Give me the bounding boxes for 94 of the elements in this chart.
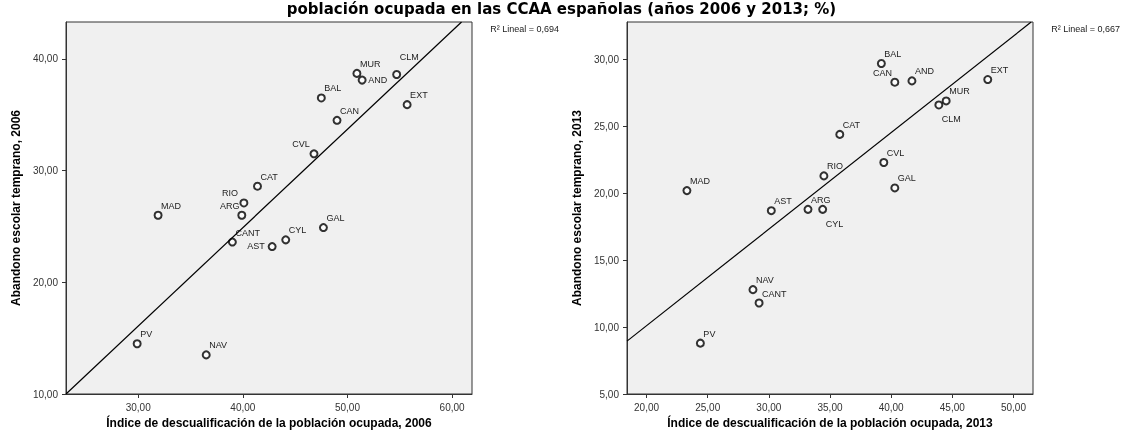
point xyxy=(748,285,758,295)
point xyxy=(819,171,829,181)
point xyxy=(876,58,886,68)
x-tick-label: 50,00 xyxy=(1000,401,1027,413)
y-tick-label: 30,00 xyxy=(593,53,620,65)
annotation: EXT xyxy=(410,90,429,101)
point xyxy=(402,100,412,110)
point xyxy=(890,183,900,193)
annotation: MUR xyxy=(949,86,971,97)
annotation: PV xyxy=(140,329,153,340)
point xyxy=(332,115,342,125)
x-tick-label: 25,00 xyxy=(695,401,721,413)
y-tick-label: 10,00 xyxy=(593,321,620,333)
point xyxy=(281,235,291,245)
point xyxy=(392,70,402,79)
point xyxy=(941,96,951,106)
annotation: AST xyxy=(247,241,266,252)
point xyxy=(316,93,326,103)
x-tick-label: 30,00 xyxy=(125,401,152,413)
point xyxy=(153,210,163,220)
point xyxy=(934,100,944,110)
x-axis-title: Índice de descualificación de la población ocupada, 2006 xyxy=(106,415,433,431)
annotation: CYL xyxy=(825,218,844,229)
annotation: AST xyxy=(774,196,793,207)
x-tick-label: 35,00 xyxy=(817,401,843,413)
y-tick-label: 20,00 xyxy=(593,187,620,199)
point xyxy=(352,68,362,78)
text: R² Lineal = 0,667 xyxy=(1051,23,1120,34)
x-tick-label: 60,00 xyxy=(439,401,466,413)
annotation: EXT xyxy=(990,65,1009,76)
point xyxy=(132,339,142,349)
annotation: GAL xyxy=(897,173,916,184)
x-tick-label: 45,00 xyxy=(939,401,966,413)
annotation: NAV xyxy=(755,275,774,286)
point xyxy=(766,206,776,216)
annotation: BAL xyxy=(324,83,342,94)
annotation: BAL xyxy=(884,48,902,59)
x-axis-title: Índice de descualificación de la población ocupada, 2013 xyxy=(667,415,994,431)
x-tick-label: 20,00 xyxy=(634,401,660,413)
point xyxy=(803,204,813,214)
annotation: CVL xyxy=(886,148,905,158)
y-axis-title: Abandono escolar temprano, 2006 xyxy=(8,109,23,307)
y-tick-label: 40,00 xyxy=(32,53,59,65)
point xyxy=(879,158,889,167)
annotation: AND xyxy=(368,74,388,85)
y-tick-label: 10,00 xyxy=(32,388,59,400)
annotation: CANT xyxy=(762,288,788,299)
y-axis-title: Abandono escolar temprano, 2013 xyxy=(569,109,584,307)
point xyxy=(983,75,993,85)
x-tick-label: 40,00 xyxy=(878,401,905,413)
point xyxy=(239,198,249,208)
annotation: MAD xyxy=(689,176,711,187)
annotation: CLM xyxy=(941,114,961,125)
annotation: CYL xyxy=(288,225,307,236)
x-tick-label: 30,00 xyxy=(756,401,782,413)
y-tick-label: 15,00 xyxy=(593,254,620,266)
annotation: MAD xyxy=(161,200,182,211)
annotation: MUR xyxy=(359,58,381,69)
annotation: CAN xyxy=(873,67,893,78)
annotation: ARG xyxy=(810,194,831,205)
annotation: GAL xyxy=(326,213,345,224)
y-tick-label: 30,00 xyxy=(32,165,59,177)
annotation: CVL xyxy=(292,139,310,150)
point xyxy=(253,181,262,191)
annotation: CLM xyxy=(399,52,419,62)
annotation: PV xyxy=(703,328,716,339)
annotation: RIO xyxy=(826,161,843,172)
point xyxy=(267,242,277,252)
point xyxy=(357,75,367,85)
y-tick-label: 20,00 xyxy=(32,276,59,288)
annotation: AND xyxy=(914,66,935,77)
point xyxy=(237,210,247,220)
point xyxy=(695,338,705,348)
annotation: ARG xyxy=(219,200,240,211)
y-tick-label: 5,00 xyxy=(599,388,620,400)
y-tick-label: 25,00 xyxy=(593,120,620,132)
point xyxy=(907,76,917,86)
point xyxy=(835,129,845,139)
point xyxy=(201,350,211,360)
text: R² Lineal = 0,694 xyxy=(490,23,559,34)
annotation: CAT xyxy=(260,171,279,182)
x-tick-label: 40,00 xyxy=(230,401,256,413)
annotation: RIO xyxy=(222,188,239,199)
annotation: CAT xyxy=(842,119,861,130)
point xyxy=(309,149,319,159)
point xyxy=(754,298,764,308)
text: población ocupada en las CCAA españolas (años 2006 y 2013; %) xyxy=(285,0,838,18)
annotation: CAN xyxy=(340,105,360,116)
point xyxy=(890,77,900,87)
point xyxy=(318,223,328,233)
point xyxy=(682,186,692,196)
point xyxy=(818,204,828,214)
annotation: NAV xyxy=(209,340,228,351)
x-tick-label: 50,00 xyxy=(334,401,361,413)
